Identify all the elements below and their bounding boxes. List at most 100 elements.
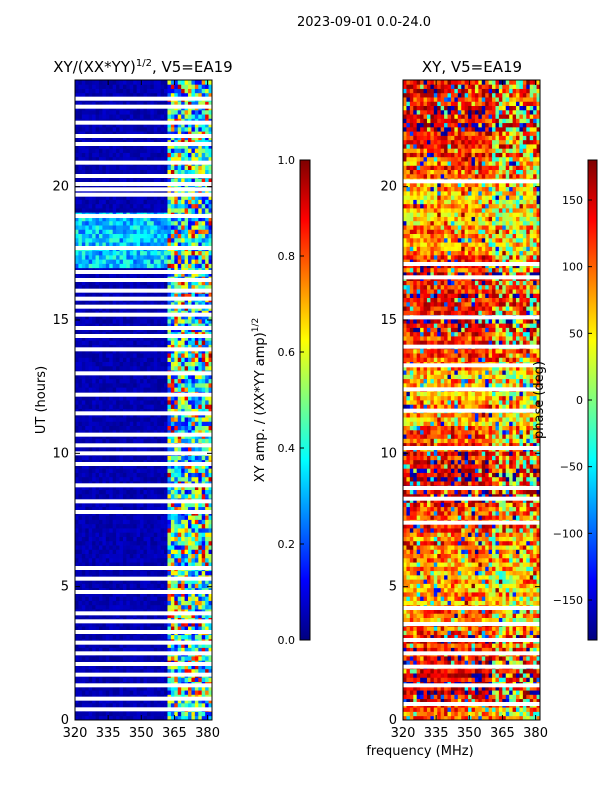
heatmap-cell (153, 698, 158, 704)
heatmap-cell (157, 229, 162, 234)
heatmap-cell (119, 540, 124, 546)
heatmap-cell (78, 545, 83, 550)
heatmap-cell (174, 336, 179, 341)
heatmap-cell (150, 464, 155, 469)
heatmap-cell (95, 549, 100, 554)
heatmap-cell (153, 540, 158, 546)
heatmap-cell (112, 647, 117, 653)
heatmap-cell (92, 545, 96, 550)
heatmap-cell (181, 314, 185, 320)
heatmap-cell (133, 643, 138, 648)
heatmap-cell (198, 395, 203, 401)
heatmap-cell (153, 195, 158, 200)
heatmap-cell (205, 417, 209, 422)
heatmap-cell (85, 216, 90, 222)
heatmap-cell (188, 715, 192, 720)
heatmap-cell (201, 417, 206, 422)
heatmap-cell (88, 464, 93, 469)
heatmap-cell (153, 626, 158, 631)
heatmap-cell (198, 489, 203, 495)
heatmap-cell (177, 668, 182, 674)
heatmap-cell (164, 438, 168, 444)
heatmap-cell (146, 242, 151, 247)
heatmap-cell (95, 570, 100, 576)
heatmap-cell (201, 237, 206, 243)
heatmap-cell (92, 468, 96, 473)
heatmap-cell (205, 468, 209, 473)
heatmap-cell (150, 711, 155, 717)
heatmap-cell (122, 404, 127, 409)
heatmap-cell (205, 592, 209, 597)
heatmap-cell (119, 357, 124, 362)
heatmap-cell (143, 600, 148, 606)
heatmap-cell (201, 361, 206, 367)
heatmap-cell (78, 263, 83, 269)
heatmap-cell (112, 237, 117, 243)
heatmap-cell (177, 216, 182, 222)
heatmap-cell (88, 519, 93, 525)
heatmap-cell (133, 336, 138, 341)
heatmap-cell (153, 395, 158, 401)
heatmap-cell (198, 361, 203, 367)
heatmap-cell (174, 532, 179, 537)
heatmap-cell (174, 485, 179, 490)
heatmap-cell (150, 677, 155, 682)
heatmap-cell (150, 664, 155, 670)
heatmap-cell (105, 485, 110, 490)
heatmap-cell (150, 365, 155, 371)
heatmap-cell (157, 340, 162, 345)
heatmap-cell (191, 254, 196, 260)
heatmap-cell (95, 562, 100, 567)
heatmap-cell (129, 408, 134, 414)
heatmap-cell (143, 604, 148, 610)
heatmap-cell (95, 604, 100, 610)
heatmap-cell (105, 378, 110, 384)
heatmap-cell (191, 216, 196, 222)
heatmap-cell (92, 254, 96, 260)
heatmap-cell (88, 438, 93, 444)
heatmap-cell (75, 698, 79, 704)
heatmap-cell (160, 220, 165, 226)
heatmap-cell (140, 647, 144, 653)
heatmap-cell (133, 417, 138, 422)
heatmap-cell (184, 229, 189, 234)
heatmap-cell (181, 229, 185, 234)
heatmap-cell (167, 647, 172, 653)
heatmap-cell (146, 387, 151, 392)
heatmap-cell (164, 263, 168, 269)
heatmap-cell (116, 314, 120, 320)
heatmap-cell (188, 523, 192, 529)
heatmap-cell (109, 374, 114, 380)
heatmap-cell (157, 404, 162, 409)
heatmap-cell (160, 340, 165, 345)
heatmap-cell (177, 357, 182, 362)
heatmap-cell (92, 553, 96, 559)
heatmap-cell (78, 468, 83, 473)
heatmap-cell (140, 468, 144, 473)
heatmap-cell (194, 293, 199, 298)
heatmap-cell (201, 515, 206, 520)
heatmap-cell (92, 656, 96, 661)
heatmap-cell (201, 318, 206, 324)
heatmap-cell (129, 532, 134, 537)
heatmap-cell (146, 545, 151, 550)
heatmap-cell (126, 220, 131, 226)
heatmap-cell (167, 382, 172, 388)
heatmap-cell (85, 570, 90, 576)
heatmap-cell (102, 429, 107, 435)
heatmap-cell (198, 592, 203, 597)
heatmap-cell (194, 557, 199, 563)
heatmap-cell (133, 579, 138, 584)
heatmap-cell (95, 677, 100, 682)
heatmap-cell (133, 395, 138, 401)
heatmap-cell (122, 195, 127, 200)
heatmap-cell (122, 643, 127, 648)
heatmap-cell (78, 596, 83, 601)
heatmap-cell (81, 476, 86, 482)
heatmap-cell (126, 455, 131, 461)
heatmap-cell (153, 446, 158, 452)
heatmap-cell (160, 233, 165, 239)
heatmap-cell (146, 314, 151, 320)
heatmap-cell (133, 340, 138, 345)
heatmap-cell (153, 549, 158, 554)
